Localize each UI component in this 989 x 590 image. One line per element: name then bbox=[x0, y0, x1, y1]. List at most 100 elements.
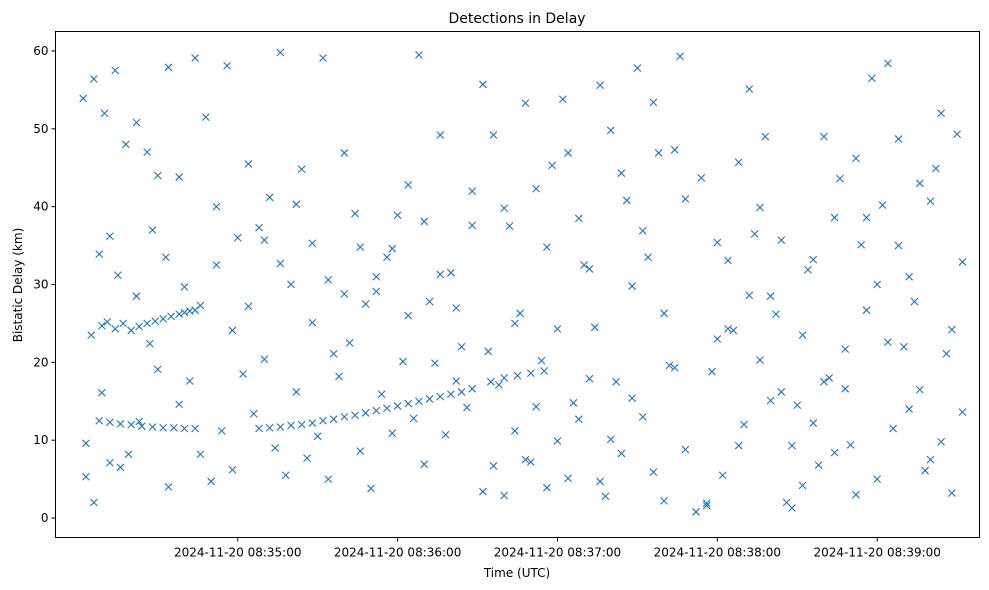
data-point-151 bbox=[468, 187, 477, 195]
data-point-134 bbox=[196, 301, 205, 310]
data-point-4 bbox=[119, 319, 128, 328]
data-point-168 bbox=[649, 98, 658, 107]
x-axis-label: Time (UTC) bbox=[483, 566, 550, 580]
data-point-124 bbox=[441, 430, 450, 439]
data-point-96 bbox=[145, 339, 154, 348]
data-point-270 bbox=[505, 222, 514, 231]
data-point-198 bbox=[756, 203, 764, 212]
data-point-112 bbox=[313, 432, 322, 441]
data-point-252 bbox=[798, 331, 807, 339]
data-point-211 bbox=[894, 241, 903, 250]
data-point-202 bbox=[798, 481, 807, 490]
data-point-95 bbox=[135, 417, 144, 426]
data-point-109 bbox=[281, 471, 290, 480]
data-point-243 bbox=[702, 501, 711, 510]
data-point-158 bbox=[542, 243, 551, 252]
data-point-185 bbox=[617, 449, 626, 458]
data-point-208 bbox=[862, 306, 871, 315]
data-point-174 bbox=[500, 491, 509, 500]
data-point-100 bbox=[185, 377, 194, 385]
data-point-81 bbox=[404, 180, 413, 189]
data-point-15 bbox=[95, 416, 104, 425]
x-tick-label: 2024-11-20 08:38:00 bbox=[654, 546, 781, 560]
data-point-259 bbox=[873, 475, 882, 484]
data-point-61 bbox=[191, 54, 200, 62]
data-point-17 bbox=[116, 419, 125, 428]
data-point-238 bbox=[910, 297, 919, 306]
data-point-23 bbox=[180, 424, 189, 433]
data-point-217 bbox=[958, 258, 967, 266]
data-point-90 bbox=[89, 498, 98, 507]
data-point-181 bbox=[574, 415, 583, 424]
data-point-123 bbox=[431, 359, 439, 368]
data-point-84 bbox=[436, 131, 445, 139]
data-point-281 bbox=[622, 196, 631, 205]
data-point-204 bbox=[820, 132, 828, 141]
data-point-54 bbox=[111, 66, 120, 75]
data-point-80 bbox=[393, 211, 402, 220]
data-point-114 bbox=[335, 372, 343, 381]
data-point-131 bbox=[148, 226, 157, 234]
data-point-92 bbox=[105, 458, 114, 467]
data-point-263 bbox=[915, 385, 924, 394]
data-point-65 bbox=[233, 233, 242, 242]
data-point-71 bbox=[297, 165, 306, 174]
data-point-136 bbox=[228, 326, 237, 335]
y-tick-label: 20 bbox=[33, 355, 48, 369]
data-point-117 bbox=[367, 484, 375, 493]
data-point-62 bbox=[201, 113, 210, 122]
data-point-225 bbox=[772, 310, 780, 318]
data-point-9 bbox=[159, 314, 168, 323]
data-point-275 bbox=[558, 95, 567, 104]
data-point-221 bbox=[729, 326, 738, 335]
y-axis-ticks: 0 10 20 30 40 50 60 bbox=[33, 44, 56, 525]
data-point-85 bbox=[447, 268, 455, 277]
data-point-66 bbox=[244, 159, 253, 168]
data-point-235 bbox=[878, 201, 887, 209]
data-point-253 bbox=[809, 255, 818, 264]
data-point-212 bbox=[905, 405, 914, 413]
data-point-171 bbox=[681, 194, 690, 203]
data-point-214 bbox=[926, 455, 935, 464]
data-point-176 bbox=[521, 455, 530, 464]
data-point-282 bbox=[633, 64, 642, 72]
data-point-166 bbox=[628, 282, 636, 290]
data-point-56 bbox=[132, 118, 141, 127]
data-point-219 bbox=[708, 367, 716, 376]
data-point-224 bbox=[761, 132, 770, 141]
data-point-274 bbox=[548, 161, 557, 170]
data-point-157 bbox=[532, 184, 541, 193]
data-point-255 bbox=[830, 448, 839, 457]
data-point-76 bbox=[351, 209, 359, 218]
data-point-74 bbox=[329, 349, 338, 358]
data-point-34 bbox=[351, 411, 359, 420]
data-point-145 bbox=[372, 272, 381, 281]
data-point-45 bbox=[468, 384, 477, 393]
data-point-60 bbox=[175, 173, 184, 181]
data-point-269 bbox=[494, 381, 503, 389]
data-point-233 bbox=[857, 240, 866, 249]
data-point-36 bbox=[372, 406, 381, 415]
x-axis-ticks: 2024-11-20 08:35:00 2024-11-20 08:36:00 20… bbox=[174, 537, 941, 560]
data-point-2 bbox=[103, 317, 112, 326]
x-tick-label: 2024-11-20 08:39:00 bbox=[813, 546, 940, 560]
data-point-82 bbox=[415, 50, 423, 59]
y-axis-label: Bistatic Delay (km) bbox=[11, 228, 25, 343]
data-point-8 bbox=[151, 317, 160, 325]
data-point-213 bbox=[915, 179, 924, 188]
data-point-239 bbox=[921, 466, 930, 475]
data-point-43 bbox=[447, 390, 455, 399]
data-point-116 bbox=[356, 447, 365, 455]
data-point-69 bbox=[276, 48, 285, 57]
data-point-254 bbox=[820, 377, 828, 386]
data-point-248 bbox=[756, 356, 764, 364]
data-point-172 bbox=[478, 487, 487, 496]
data-point-178 bbox=[542, 483, 551, 492]
data-point-137 bbox=[244, 302, 253, 311]
data-point-18 bbox=[127, 420, 136, 429]
y-tick-label: 40 bbox=[33, 200, 48, 214]
data-point-215 bbox=[937, 109, 946, 118]
data-point-98 bbox=[164, 483, 173, 491]
data-point-184 bbox=[606, 435, 615, 444]
data-point-39 bbox=[404, 399, 413, 408]
